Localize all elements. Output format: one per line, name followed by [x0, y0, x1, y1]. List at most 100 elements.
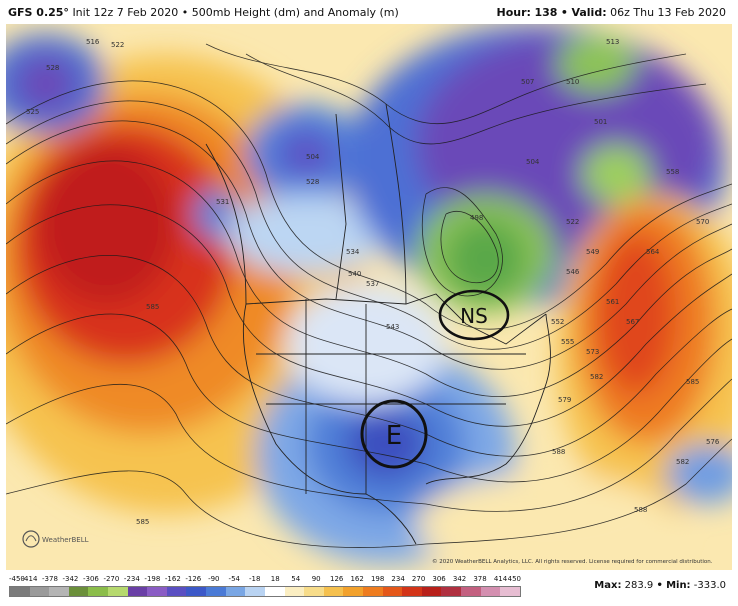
- colorbar-label: 378: [473, 575, 487, 583]
- contour-label: 525: [26, 108, 39, 116]
- colorbar-swatch: [284, 587, 305, 596]
- contour-label: 513: [606, 38, 619, 46]
- product-name: 500mb Height (dm) and Anomaly (m): [191, 6, 399, 19]
- contour-label: 582: [590, 373, 603, 381]
- contour-label: 558: [666, 168, 679, 176]
- height-contours: [6, 43, 732, 548]
- contour-label: 504: [526, 158, 540, 166]
- header-bar: GFS 0.25° Init 12z 7 Feb 2020 • 500mb He…: [0, 0, 738, 24]
- max-label: Max:: [594, 580, 622, 591]
- colorbar-swatch: [147, 587, 167, 596]
- colorbar-swatch: [402, 587, 422, 596]
- colorbar-label: -198: [144, 575, 161, 583]
- contour-label: 585: [146, 303, 159, 311]
- model-name: GFS 0.25°: [8, 6, 69, 19]
- max-min-separator: •: [656, 580, 663, 591]
- colorbar-swatch: [480, 587, 501, 596]
- contour-label: 555: [561, 338, 574, 346]
- colorbar-swatch: [166, 587, 187, 596]
- colorbar-swatch: [362, 587, 383, 596]
- valid-time: Hour: 138 • Valid: 06z Thu 13 Feb 2020: [497, 6, 726, 19]
- contour-label: 570: [696, 218, 709, 226]
- colorbar-swatch: [421, 587, 442, 596]
- valid-value: 06z Thu 13 Feb 2020: [610, 6, 726, 19]
- colorbar-label: 198: [370, 575, 385, 583]
- colorbar-swatch: [49, 587, 69, 596]
- colorbar-swatch: [382, 587, 403, 596]
- colorbar-swatch: [206, 587, 226, 596]
- contour-label: 534: [346, 248, 360, 256]
- contour-label: 567: [626, 318, 639, 326]
- colorbar-swatch: [264, 587, 285, 596]
- contour-label: 585: [686, 378, 699, 386]
- colorbar-label: -90: [208, 575, 220, 583]
- max-value: 283.9: [624, 580, 654, 591]
- e-label: E: [386, 421, 402, 451]
- contour-label: 507: [521, 78, 534, 86]
- contour-label: 498: [470, 214, 483, 222]
- contour-label: 573: [586, 348, 599, 356]
- valid-label: Valid:: [571, 6, 607, 19]
- colorbar-label: -270: [103, 575, 120, 583]
- anomaly-field: NS E 516 522 528 528 534 540 546 585 573…: [6, 24, 732, 570]
- colorbar-label: 18: [270, 575, 280, 583]
- colorbar-label: -234: [123, 575, 140, 583]
- colorbar-swatch: [29, 587, 50, 596]
- contour-label: 564: [646, 248, 660, 256]
- colorbar-label: 234: [391, 575, 405, 583]
- contour-label: 588: [552, 448, 565, 456]
- e-annotation: E: [360, 399, 428, 469]
- contour-label: 579: [558, 396, 571, 404]
- colorbar-label: -378: [42, 575, 58, 583]
- colorbar-swatch: [343, 587, 363, 596]
- contour-label: 501: [594, 118, 607, 126]
- title: GFS 0.25° Init 12z 7 Feb 2020 • 500mb He…: [8, 6, 399, 19]
- colorbar-label: 414: [493, 575, 508, 583]
- contour-label: 549: [586, 248, 599, 256]
- colorbar-label: -342: [62, 575, 79, 583]
- hour-value: 138: [534, 6, 558, 19]
- colorbar-swatch: [10, 587, 30, 596]
- colorbar-label: 90: [311, 575, 321, 583]
- anomaly-map: NS E 516 522 528 528 534 540 546 585 573…: [6, 24, 732, 570]
- colorbar-label: -306: [82, 575, 99, 583]
- contour-label: 576: [706, 438, 720, 446]
- colorbar-label: -18: [249, 575, 261, 583]
- colorbar-swatch: [245, 587, 265, 596]
- boundaries: [205, 103, 551, 545]
- colorbar-label: -126: [185, 575, 202, 583]
- colorbar-swatch: [500, 587, 520, 596]
- colorbar-swatch: [88, 587, 109, 596]
- copyright: © 2020 WeatherBELL Analytics, LLC. All r…: [432, 559, 713, 565]
- contour-label: 582: [676, 458, 689, 466]
- weatherbell-logo: WeatherBELL: [22, 530, 89, 548]
- contour-label: 552: [551, 318, 564, 326]
- init-time: Init 12z 7 Feb 2020: [72, 6, 179, 19]
- min-label: Min:: [666, 580, 691, 591]
- colorbar-label: -414: [21, 575, 38, 583]
- ns-label: NS: [460, 304, 488, 328]
- contour-label: 546: [566, 268, 580, 276]
- colorbar-swatch: [441, 587, 462, 596]
- contour-label: 531: [216, 198, 229, 206]
- colorbar-swatch: [68, 587, 89, 596]
- colorbar-label: -54: [228, 575, 240, 583]
- colorbar-label: 306: [432, 575, 446, 583]
- colorbar-swatches: [9, 586, 521, 597]
- colorbar-label: 162: [350, 575, 364, 583]
- contour-label: 543: [386, 323, 399, 331]
- colorbar-label: -162: [164, 575, 181, 583]
- title-separator: •: [181, 6, 189, 19]
- colorbar-label: 270: [411, 575, 426, 583]
- contour-label: 585: [136, 518, 149, 526]
- contour-label: 537: [366, 280, 379, 288]
- colorbar-label: 54: [291, 575, 301, 583]
- hour-separator: •: [560, 6, 568, 19]
- contour-label: 540: [348, 270, 361, 278]
- colorbar-swatch: [108, 587, 128, 596]
- logo-text: WeatherBELL: [42, 536, 89, 544]
- colorbar-swatch: [127, 587, 148, 596]
- colorbar-labels: -450 -414 -378 -342 -306 -270 -234 -198 -162 -126…: [9, 575, 521, 585]
- contour-label: 561: [606, 298, 619, 306]
- hour-label: Hour:: [496, 6, 531, 19]
